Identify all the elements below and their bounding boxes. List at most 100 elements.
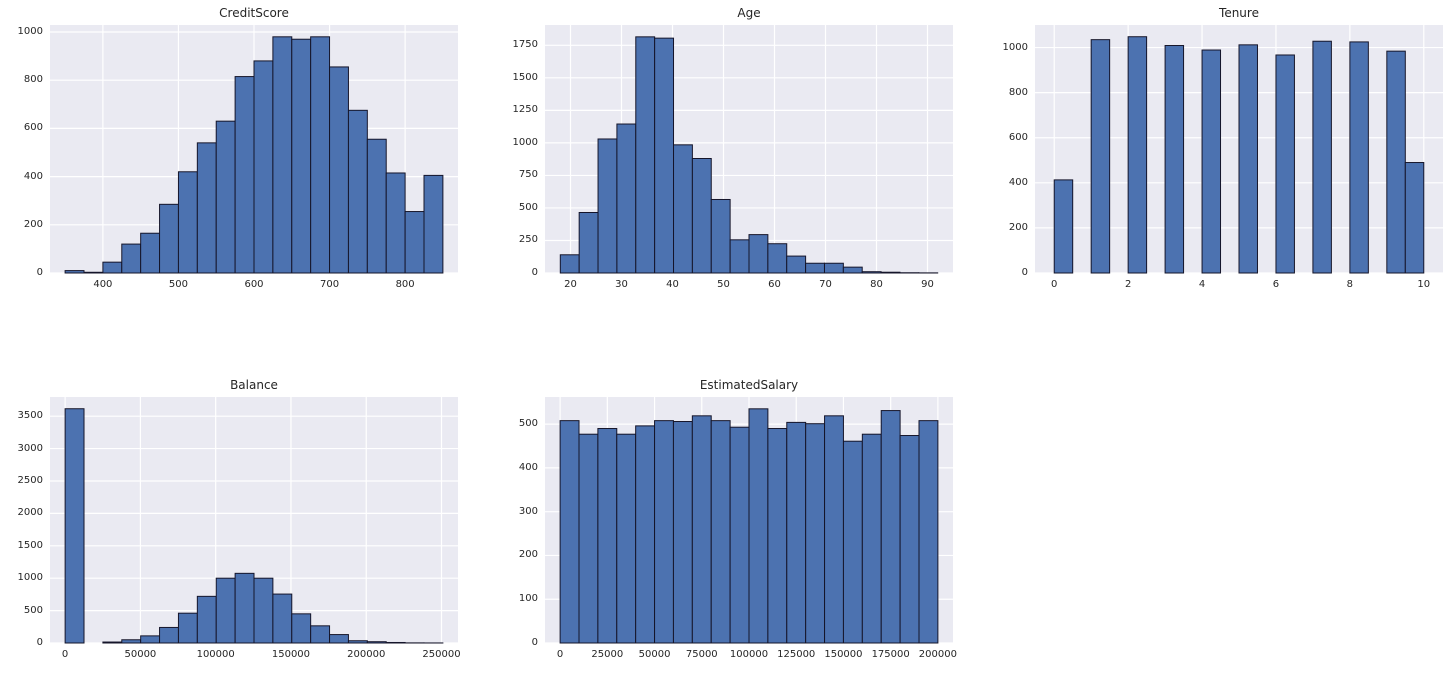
histogram-bar bbox=[177, 612, 198, 644]
plot-area-age bbox=[545, 25, 953, 274]
histogram-bar bbox=[347, 109, 368, 274]
histogram-bar bbox=[159, 626, 179, 644]
y-tick-label: 1000 bbox=[1002, 41, 1028, 53]
histogram-bar bbox=[673, 144, 693, 274]
y-tick-label: 400 bbox=[1008, 176, 1028, 188]
x-tick-label: 50000 bbox=[638, 649, 671, 660]
x-tick-label: 0 bbox=[1051, 279, 1058, 290]
histogram-bar bbox=[215, 120, 236, 274]
y-tick-label: 1500 bbox=[512, 71, 538, 83]
x-tick-label: 700 bbox=[320, 279, 340, 290]
x-tick-label: 150000 bbox=[271, 649, 311, 660]
y-tick-label: 200 bbox=[1008, 221, 1028, 233]
x-tick-label: 0 bbox=[61, 649, 69, 660]
histogram-bar bbox=[823, 262, 844, 274]
histogram-balance: Balance 0 50000 100000 150000 200000 250000 0 5… bbox=[18, 378, 461, 660]
histogram-estimatedsalary: EstimatedSalary 0 25000 50000 75000 100000 12… bbox=[519, 378, 957, 660]
histogram-bar bbox=[329, 66, 349, 274]
chart-title-estimatedsalary: EstimatedSalary bbox=[699, 378, 799, 392]
x-tick-label: 125000 bbox=[777, 649, 816, 660]
x-tick-label: 2 bbox=[1124, 279, 1132, 290]
histogram-bar bbox=[842, 440, 863, 644]
y-tick-label: 300 bbox=[518, 505, 538, 517]
y-tick-label: 500 bbox=[23, 604, 43, 616]
plot-area-balance bbox=[50, 397, 458, 644]
x-tick-label: 10 bbox=[1417, 279, 1431, 290]
x-tick-label: 4 bbox=[1198, 279, 1206, 290]
histogram-bar bbox=[748, 408, 769, 644]
histogram-bar bbox=[635, 425, 656, 644]
histogram-bar bbox=[177, 171, 198, 274]
histogram-bar bbox=[767, 243, 788, 274]
y-tick-label: 1000 bbox=[17, 25, 43, 37]
y-tick-label: 1500 bbox=[17, 539, 43, 551]
histogram-bar bbox=[710, 198, 731, 274]
histogram-bar bbox=[672, 421, 693, 644]
y-tick-label: 500 bbox=[518, 418, 538, 430]
histogram-bar bbox=[710, 420, 731, 644]
histogram-bar bbox=[748, 234, 769, 274]
y-tick-label: 200 bbox=[518, 549, 538, 561]
x-tick-label: 20 bbox=[564, 279, 577, 290]
histogram-bar bbox=[1349, 41, 1369, 274]
x-tick-label: 8 bbox=[1346, 279, 1354, 290]
histogram-tenure: Tenure 0 2 4 6 8 10 0 200 400 600 800 1000 bbox=[1003, 6, 1443, 290]
x-tick-label: 80 bbox=[870, 279, 883, 290]
histogram-bar bbox=[64, 408, 85, 644]
chart-title-tenure: Tenure bbox=[1219, 6, 1259, 20]
plot-area-tenure bbox=[1035, 25, 1443, 274]
histogram-bar bbox=[121, 243, 142, 274]
histogram-bar bbox=[861, 433, 882, 644]
histogram-bar bbox=[196, 595, 217, 644]
chart-title-balance: Balance bbox=[230, 378, 278, 392]
y-tick-label: 0 bbox=[1021, 267, 1028, 278]
histogram-bar bbox=[83, 271, 104, 274]
histogram-bar bbox=[899, 435, 920, 644]
histogram-bar bbox=[842, 266, 863, 274]
x-tick-label: 0 bbox=[556, 649, 564, 660]
x-tick-label: 25000 bbox=[591, 649, 624, 660]
y-tick-label: 3500 bbox=[17, 410, 43, 422]
histogram-bar bbox=[253, 577, 274, 644]
histogram-bar bbox=[918, 420, 939, 644]
chart-title-creditscore: CreditScore bbox=[219, 6, 289, 20]
histogram-bar bbox=[1275, 54, 1295, 274]
y-tick-label: 600 bbox=[1008, 131, 1028, 143]
histogram-bar bbox=[1127, 36, 1148, 274]
histogram-bar bbox=[880, 410, 901, 644]
histogram-bar bbox=[805, 423, 826, 644]
histogram-bar bbox=[291, 38, 312, 274]
histogram-bar bbox=[102, 641, 123, 644]
histogram-bar bbox=[253, 60, 274, 274]
x-tick-label: 60 bbox=[768, 279, 781, 290]
histogram-bar bbox=[1164, 45, 1185, 274]
x-tick-label: 100000 bbox=[196, 649, 235, 660]
y-tick-label: 2000 bbox=[17, 507, 43, 519]
histogram-bar bbox=[1312, 40, 1332, 274]
x-tick-label: 75000 bbox=[685, 649, 718, 660]
histogram-bar bbox=[159, 203, 179, 274]
histogram-bar bbox=[404, 211, 425, 274]
x-tick-label: 250000 bbox=[422, 649, 461, 660]
histogram-bar bbox=[385, 172, 406, 274]
y-tick-label: 0 bbox=[36, 267, 43, 278]
histogram-bar bbox=[805, 262, 825, 274]
y-tick-label: 750 bbox=[518, 169, 538, 181]
x-tick-label: 50 bbox=[717, 279, 730, 290]
x-tick-label: 600 bbox=[244, 279, 264, 290]
histogram-bar bbox=[654, 37, 675, 274]
histogram-bar bbox=[215, 577, 236, 644]
y-tick-label: 1250 bbox=[512, 104, 538, 116]
histogram-bar bbox=[559, 420, 580, 644]
histogram-bar bbox=[729, 239, 750, 274]
histogram-age: Age 20 30 40 50 60 70 80 90 0 250 500 750 1000 1250 15… bbox=[513, 6, 953, 290]
x-tick-label: 400 bbox=[93, 279, 113, 290]
histogram-bar bbox=[423, 174, 444, 274]
histogram-bar bbox=[578, 433, 599, 644]
y-tick-label: 0 bbox=[36, 637, 43, 648]
histogram-bar bbox=[597, 428, 618, 644]
histogram-bar bbox=[597, 138, 618, 274]
y-tick-label: 2500 bbox=[17, 474, 43, 486]
y-tick-label: 600 bbox=[23, 122, 43, 134]
